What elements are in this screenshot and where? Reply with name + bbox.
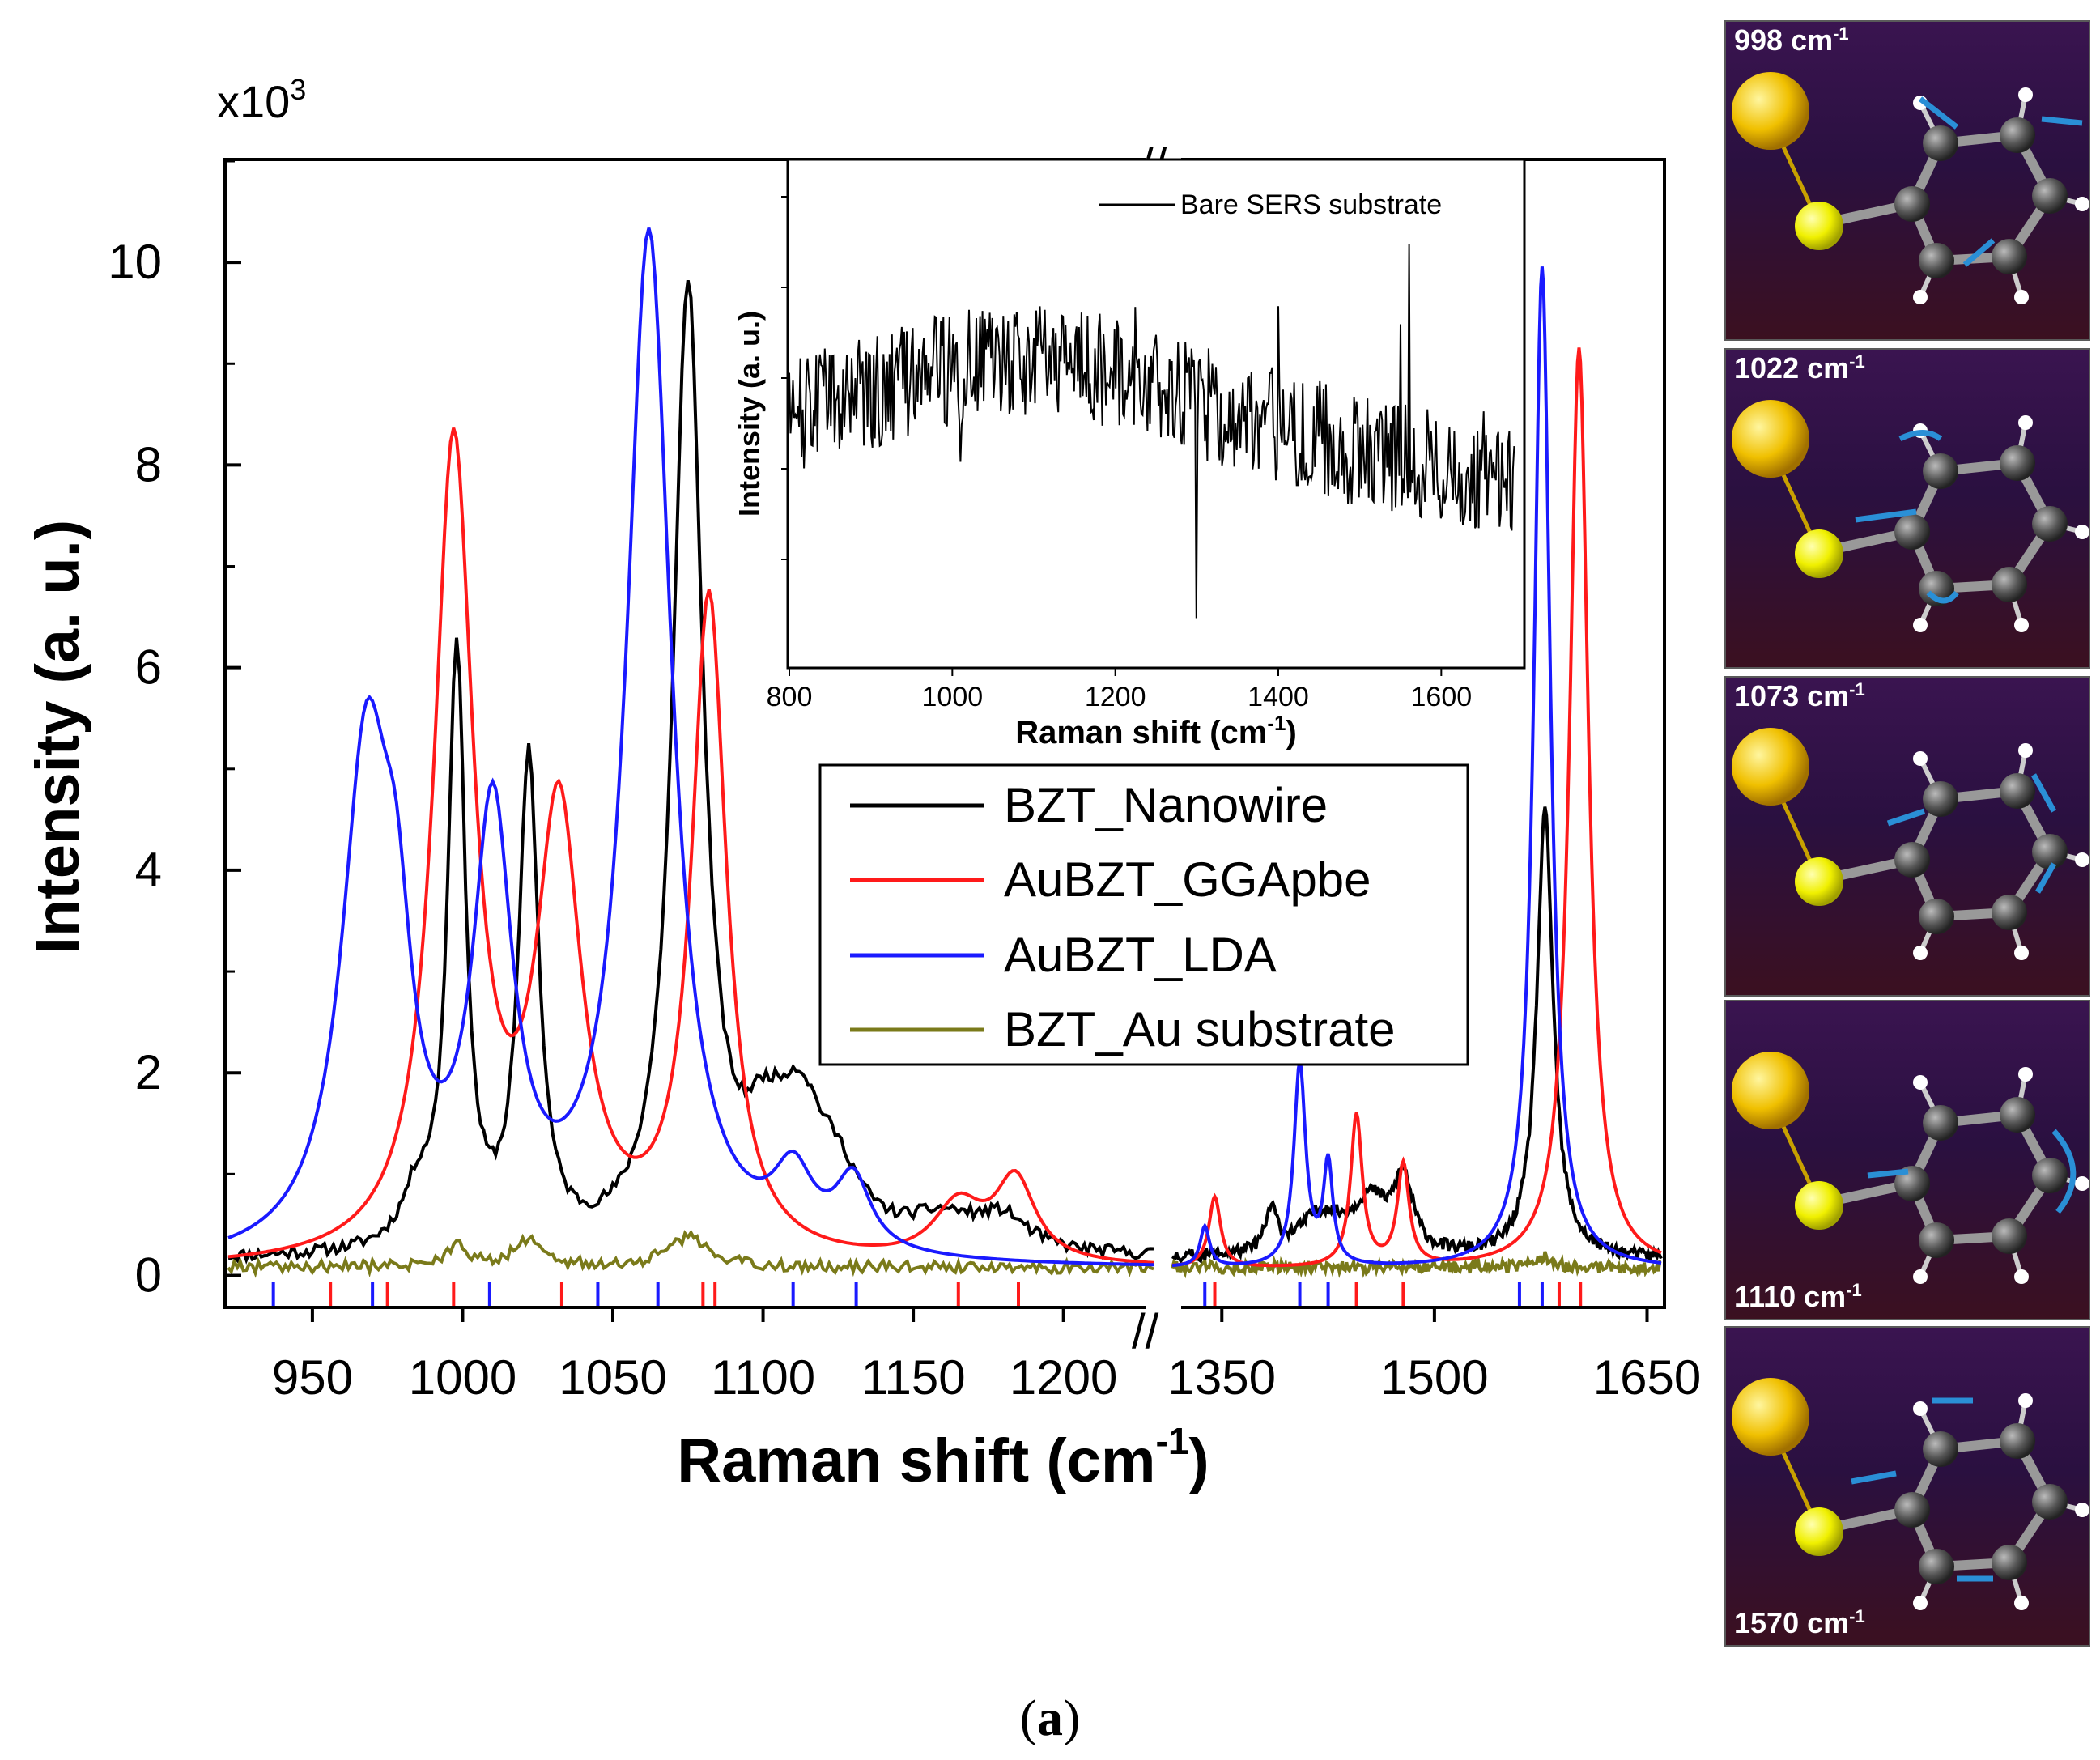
inset-series-group: [789, 244, 1515, 619]
mode-panel-1022: 1022 cm-1: [1724, 348, 2090, 669]
mode-panel-1073: 1073 cm-1: [1724, 676, 2090, 997]
series-line-bzt-nanowire-seg2: [1171, 806, 1663, 1264]
mode-panel-label: 1570 cm-1: [1734, 1606, 1865, 1639]
inset-x-tick-label: 1600: [1411, 682, 1473, 712]
mode-panel-1570: 1570 cm-1: [1724, 1326, 2090, 1647]
inset-series-line: [789, 244, 1515, 619]
series-line-aubzt-ggapbe-seg2: [1171, 347, 1662, 1268]
y-tick-label: 4: [135, 843, 162, 897]
inset-y-axis-label: Intensity (a. u.): [733, 311, 766, 517]
inset-x-tick-label: 1200: [1085, 682, 1146, 712]
y-tick-label: 8: [135, 437, 162, 491]
series-line-bzt-au-substrate-seg1: [227, 1229, 1154, 1278]
inset-chart: 800 1000 1200 1400 1600 Bare SERS substrate …: [733, 158, 1526, 750]
x-tick-label: 1050: [559, 1350, 666, 1405]
x-tick-label: 1650: [1593, 1350, 1701, 1405]
legend-label-lda: AuBZT_LDA: [1004, 928, 1277, 982]
y-tick-label: 6: [135, 640, 162, 695]
x-tick-label: 1150: [861, 1350, 966, 1405]
figure-caption: (a): [1019, 1689, 1081, 1746]
mode-panel-label: 998 cm-1: [1734, 23, 1849, 57]
mode-panel-label: 1022 cm-1: [1734, 351, 1865, 385]
legend-label-au-substrate: BZT_Au substrate: [1004, 1002, 1396, 1056]
y-tick-label: 2: [135, 1045, 162, 1099]
x-tick-label: 1200: [1010, 1350, 1117, 1405]
x-tick-label: 1350: [1168, 1350, 1276, 1405]
inset-x-axis-label: Raman shift (cm-1): [1015, 711, 1297, 750]
y-multiplier: x103: [217, 73, 306, 127]
mode-panel-label: 1110 cm-1: [1734, 1280, 1862, 1313]
main-series-group: [227, 227, 1663, 1279]
inset-x-tick-label: 1400: [1248, 682, 1309, 712]
inset-legend-label: Bare SERS substrate: [1180, 189, 1442, 220]
y-axis-ticks: 0 2 4 6 8 10: [108, 159, 241, 1302]
inset-x-tick-label: 1000: [922, 682, 984, 712]
mode-panel-1110: 1110 cm-1: [1724, 1000, 2090, 1320]
y-tick-label: 10: [108, 235, 162, 289]
mode-panel-label: 1073 cm-1: [1734, 679, 1865, 712]
inset-x-tick-label: 800: [767, 682, 813, 712]
legend-label-nanowire: BZT_Nanowire: [1004, 778, 1328, 832]
inset-y-ticks: [781, 196, 788, 560]
inset-x-axis-ticks: 800 1000 1200 1400 1600: [767, 668, 1473, 712]
series-line-aubzt-lda-seg2: [1171, 266, 1662, 1268]
x-tick-label: 1000: [409, 1350, 516, 1405]
y-tick-label: 0: [135, 1248, 162, 1302]
series-line-aubzt-ggapbe-seg1: [227, 427, 1154, 1265]
inset-frame: [786, 158, 1526, 670]
series-line-bzt-nanowire-seg1: [227, 279, 1154, 1265]
x-tick-label: 1500: [1380, 1350, 1488, 1405]
benzenethiol-molecule-illustration: [1732, 1052, 2089, 1284]
series-line-aubzt-lda-seg1: [227, 227, 1154, 1267]
benzenethiol-molecule-illustration: [1732, 72, 2089, 304]
x-tick-label: 950: [272, 1350, 353, 1405]
x-tick-label: 1100: [711, 1350, 815, 1405]
mode-panel-998: 998 cm-1: [1724, 20, 2090, 341]
legend-label-ggapbe: AuBZT_GGApbe: [1004, 852, 1371, 907]
axis-break-bottom: //: [1132, 1304, 1159, 1358]
benzenethiol-molecule-illustration: [1732, 728, 2089, 960]
x-axis-label: Raman shift (cm-1): [677, 1420, 1209, 1495]
legend: BZT_Nanowire AuBZT_GGApbe AuBZT_LDA BZT_…: [818, 763, 1469, 1066]
x-axis-ticks: 950 1000 1050 1100 1150 1200 1350 1500 1650: [272, 1307, 1701, 1405]
benzenethiol-molecule-illustration: [1732, 400, 2089, 632]
y-axis-label: Intensity (a. u.): [23, 520, 92, 954]
model-tick-marks: [271, 1282, 1583, 1306]
benzenethiol-molecule-illustration: [1732, 1378, 2089, 1610]
